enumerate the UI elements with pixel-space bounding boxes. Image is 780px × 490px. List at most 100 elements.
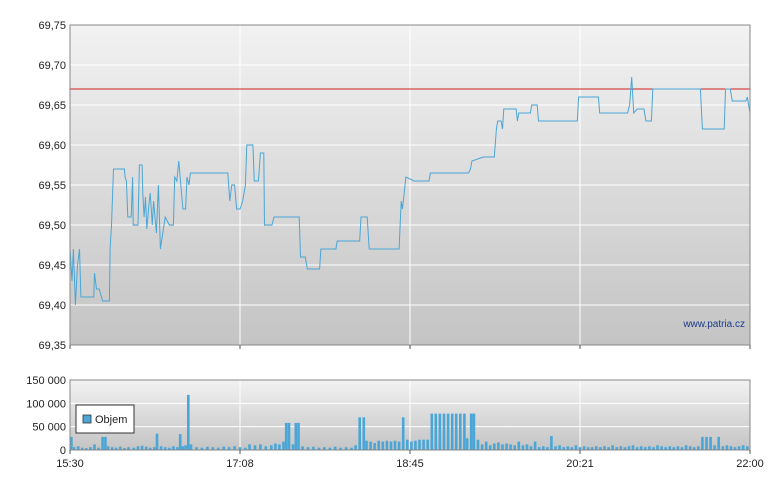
volume-bar (114, 447, 118, 450)
volume-bar (615, 447, 618, 450)
volume-bar (705, 436, 708, 450)
volume-bar (278, 444, 281, 450)
volume-bar (422, 439, 425, 450)
volume-bar (284, 422, 288, 450)
x-tick-label: 20:21 (566, 458, 594, 470)
volume-bar (168, 447, 171, 450)
volume-bar (101, 436, 104, 450)
volume-bar (476, 439, 480, 450)
volume-bar (406, 439, 409, 450)
volume-bar (509, 444, 512, 450)
volume-bar (155, 433, 159, 450)
volume-bar (463, 413, 466, 450)
volume-bar (680, 447, 684, 450)
volume-y-tick-label: 100 000 (26, 398, 66, 410)
volume-bar (692, 447, 696, 450)
volume-bar (525, 444, 529, 450)
price-y-tick-label: 69,50 (38, 220, 66, 232)
volume-bar (733, 447, 737, 450)
volume-bar (497, 442, 500, 450)
volume-bar (737, 446, 741, 450)
volume-y-tick-label: 0 (60, 445, 66, 457)
volume-bar (93, 444, 96, 450)
volume-bar (442, 413, 446, 450)
price-y-tick-label: 69,75 (38, 20, 66, 32)
volume-bar (291, 444, 295, 450)
volume-bar (454, 413, 458, 450)
volume-bar (270, 445, 273, 450)
volume-bar (184, 445, 187, 450)
volume-bar (282, 441, 285, 450)
price-y-axis: 69,35 69,40 69,45 69,50 69,55 69,60 69,65 69,70… (38, 20, 66, 352)
volume-bar (89, 447, 92, 450)
volume-bar (294, 422, 298, 450)
volume-bar (206, 446, 209, 450)
volume-bar (644, 447, 647, 450)
volume-bar (248, 444, 251, 450)
volume-bar (554, 446, 557, 450)
volume-bar (70, 436, 73, 450)
volume-bar (140, 445, 144, 450)
volume-bar (676, 446, 680, 450)
volume-bar (493, 443, 496, 450)
volume-bars (70, 394, 749, 450)
volume-bar (521, 445, 525, 450)
volume-bar (631, 445, 635, 450)
volume-bar (484, 441, 488, 450)
volume-bar (76, 446, 80, 450)
volume-bar (558, 445, 561, 450)
volume-bar (721, 446, 725, 450)
volume-bar (381, 441, 385, 450)
volume-bar (599, 447, 602, 450)
volume-bar (104, 436, 107, 450)
volume-bar (623, 447, 627, 450)
volume-bar (153, 447, 156, 450)
volume-bar (672, 447, 676, 450)
volume-bar (85, 448, 88, 450)
volume-bar (222, 446, 225, 450)
volume-bar (253, 445, 257, 450)
volume-bar (244, 447, 247, 450)
watermark: www.patria.cz (682, 319, 745, 330)
volume-bar (529, 446, 533, 450)
volume-bar (446, 413, 450, 450)
volume-bar (741, 445, 745, 450)
volume-bar (189, 444, 193, 450)
volume-y-tick-label: 150 000 (26, 375, 66, 387)
volume-bar (709, 436, 712, 450)
volume-bar (176, 447, 179, 450)
x-tick-label: 18:45 (396, 458, 424, 470)
volume-bar (619, 446, 623, 450)
volume-bar (469, 413, 473, 450)
volume-bar (238, 447, 242, 450)
volume-bar (216, 447, 220, 450)
volume-bar (586, 447, 590, 450)
volume-bar (472, 413, 476, 450)
volume-bar (148, 447, 152, 450)
volume-bar (635, 447, 639, 450)
volume-bar (354, 445, 357, 450)
volume-bar (434, 413, 438, 450)
volume-bar (684, 445, 688, 450)
volume-bar (542, 446, 545, 450)
volume-bar (397, 441, 401, 450)
volume-bar (159, 446, 163, 450)
volume-bar (389, 441, 393, 450)
volume-bar (517, 441, 521, 450)
price-y-tick-label: 69,35 (38, 340, 66, 352)
volume-bar (127, 447, 130, 450)
price-y-tick-label: 69,65 (38, 100, 66, 112)
volume-bar (660, 446, 663, 450)
volume-bar (607, 447, 610, 450)
volume-bar (377, 440, 380, 450)
volume-bar (664, 447, 667, 450)
volume-bar (746, 446, 749, 450)
volume-bar (385, 440, 389, 450)
volume-x-axis: 15:30 17:08 18:45 20:21 22:00 (56, 450, 764, 470)
volume-bar (574, 445, 578, 450)
volume-bar (187, 394, 190, 450)
legend-label: Objem (95, 414, 127, 426)
volume-bar (181, 446, 185, 450)
volume-bar (306, 447, 310, 450)
